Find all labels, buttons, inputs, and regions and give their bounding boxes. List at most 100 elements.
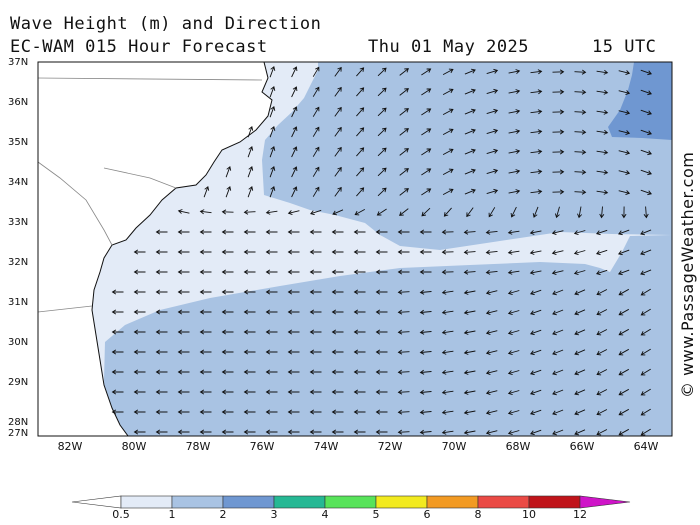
- wave-arrow: [375, 329, 388, 335]
- wave-arrow: [399, 108, 409, 116]
- wave-arrow: [221, 249, 234, 255]
- wave-arrow: [111, 309, 124, 315]
- wave-arrow: [397, 369, 410, 375]
- wave-arrow: [309, 269, 322, 275]
- wave-arrow: [621, 206, 627, 219]
- wave-arrow: [596, 309, 608, 316]
- wave-arrow: [640, 288, 651, 296]
- wave-arrow: [551, 270, 564, 276]
- wave-arrow: [573, 250, 586, 256]
- state-border-ga: [37, 161, 113, 246]
- wave-arrow: [419, 249, 432, 255]
- wave-arrow: [573, 270, 586, 276]
- wave-arrow: [111, 349, 124, 355]
- wave-arrow: [442, 88, 454, 95]
- wave-arrow: [552, 289, 564, 296]
- legend-swatch: [579, 495, 631, 509]
- wave-arrow: [221, 209, 234, 215]
- wave-arrow: [552, 349, 564, 356]
- map-border: [37, 61, 673, 437]
- wave-arrow: [530, 189, 543, 195]
- wave-arrow: [309, 369, 322, 375]
- legend-swatch: [528, 495, 581, 509]
- wave-arrow: [133, 349, 146, 355]
- wave-arrow: [133, 249, 146, 255]
- wave-arrow: [441, 229, 454, 235]
- wave-arrow: [552, 309, 564, 316]
- wave-arrow: [334, 166, 342, 177]
- wave-arrow: [397, 229, 410, 235]
- wave-arrow: [599, 206, 605, 219]
- wave-arrow: [133, 429, 146, 435]
- wave-arrow: [111, 289, 124, 295]
- wave-arrow: [485, 269, 498, 275]
- wave-arrow: [291, 86, 298, 98]
- wave-arrow: [574, 109, 587, 115]
- wave-arrow: [574, 329, 586, 336]
- wave-arrow: [397, 289, 410, 295]
- wave-arrow: [155, 309, 168, 315]
- lon-label: 76W: [249, 440, 275, 453]
- wave-arrow: [618, 388, 630, 396]
- wave-arrow: [397, 269, 410, 275]
- wave-arrow: [574, 389, 586, 396]
- wave-arrow: [530, 129, 543, 135]
- wave-arrow: [508, 189, 521, 195]
- wave-arrow: [221, 329, 234, 335]
- wave-arrow: [443, 207, 452, 217]
- lat-label: 37N: [8, 57, 29, 68]
- wave-arrow: [133, 389, 146, 395]
- wave-arrow: [574, 349, 586, 356]
- wave-arrow: [375, 289, 388, 295]
- wave-arrow: [419, 429, 432, 435]
- wave-arrow: [199, 229, 212, 235]
- wave-arrow: [111, 329, 124, 335]
- wave-arrow: [353, 369, 366, 375]
- wave-arrow: [508, 149, 521, 155]
- wave-arrow: [353, 249, 366, 255]
- wave-arrow: [287, 429, 300, 435]
- wave-arrow: [464, 88, 476, 95]
- wave-arrow: [618, 190, 631, 196]
- wave-arrow: [155, 349, 168, 355]
- wave-arrow: [199, 409, 212, 415]
- wave-arrow: [441, 349, 454, 355]
- legend-tick-label: 2: [219, 508, 227, 521]
- wave-arrow: [596, 409, 608, 416]
- wave-arrow: [287, 289, 300, 295]
- wave-arrow: [269, 106, 276, 118]
- wave-arrow: [177, 409, 190, 415]
- wave-arrow: [177, 209, 190, 214]
- wave-arrow: [265, 209, 278, 215]
- wave-arrow: [618, 368, 630, 376]
- wave-arrow: [177, 249, 190, 255]
- wave-arrow: [640, 149, 653, 156]
- wave-arrow: [529, 329, 542, 336]
- wave-arrow: [463, 249, 476, 255]
- wave-arrow: [640, 308, 651, 316]
- wave-arrow: [463, 269, 476, 275]
- wave-arrow: [375, 349, 388, 355]
- state-border-fl: [37, 305, 93, 313]
- wave-arrow: [287, 210, 300, 216]
- lon-label: 78W: [185, 440, 211, 453]
- wave-arrow: [552, 369, 564, 376]
- wave-arrow: [640, 89, 653, 96]
- wave-arrow: [596, 89, 609, 95]
- wave-arrow: [419, 389, 432, 395]
- wave-arrow: [265, 269, 278, 275]
- wave-arrow: [265, 389, 278, 395]
- wave-arrow: [177, 369, 190, 375]
- wave-arrow: [243, 329, 256, 335]
- wave-arrow: [529, 229, 542, 235]
- legend-swatch: [120, 495, 173, 509]
- wave-arrow: [618, 170, 631, 176]
- wave-arrow: [199, 209, 212, 215]
- wave-arrow: [618, 328, 630, 336]
- wave-arrow: [331, 429, 344, 435]
- wave-arrow: [486, 88, 499, 95]
- wave-arrow: [353, 429, 366, 435]
- wave-arrow: [441, 409, 454, 415]
- wave-arrow: [441, 329, 454, 335]
